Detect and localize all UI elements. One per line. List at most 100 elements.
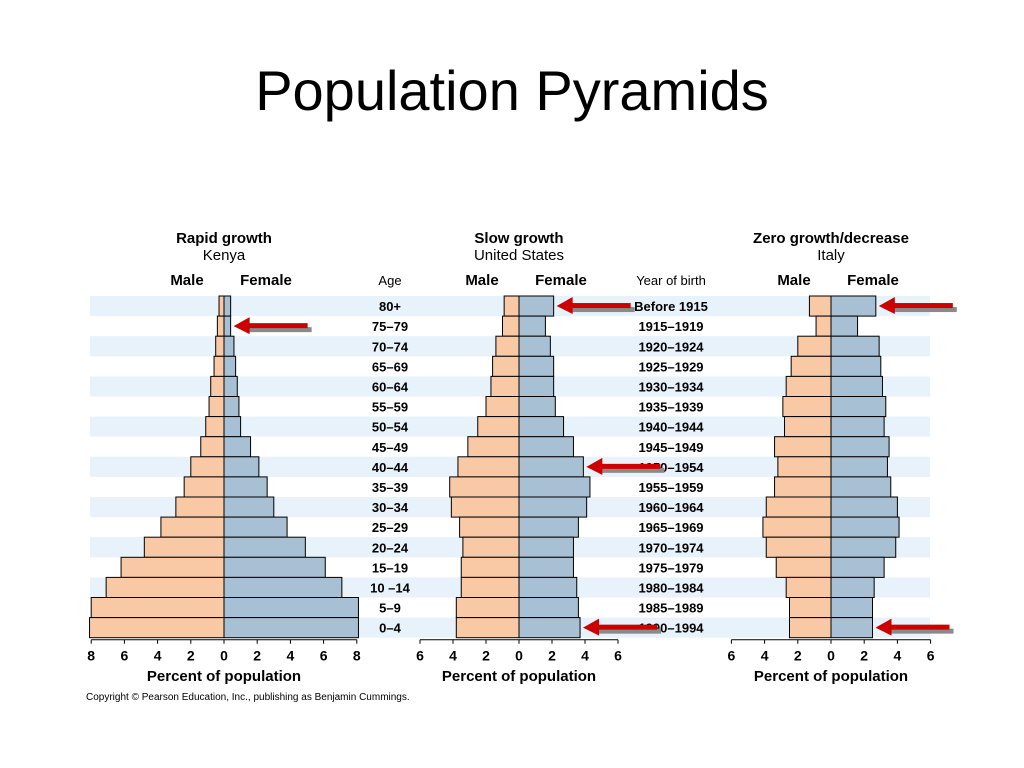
female-bar-italy xyxy=(830,396,887,418)
female-bar-italy xyxy=(830,536,897,558)
female-header: Female xyxy=(847,272,899,289)
female-bar-kenya xyxy=(223,516,288,538)
age-header: Age xyxy=(378,273,401,288)
x-tick-label: 4 xyxy=(761,648,769,664)
male-bar-us xyxy=(485,396,520,418)
male-bar-us xyxy=(462,536,520,558)
male-bar-italy xyxy=(777,456,832,478)
male-bar-italy xyxy=(765,496,832,518)
age-label: 50–54 xyxy=(372,420,409,435)
year-of-birth-label: 1960–1964 xyxy=(638,500,704,515)
arrow-head xyxy=(233,317,250,335)
female-bar-kenya xyxy=(223,295,232,317)
male-bar-us xyxy=(490,375,520,397)
red-arrow xyxy=(878,297,957,315)
x-tick-label: 2 xyxy=(548,648,556,664)
pyramid-subtitle: Italy xyxy=(817,247,845,264)
x-tick-label: 0 xyxy=(220,648,228,664)
copyright-notice: Copyright © Pearson Education, Inc., pub… xyxy=(86,692,410,703)
female-bar-us xyxy=(518,556,574,578)
female-bar-italy xyxy=(830,556,885,578)
female-bar-italy xyxy=(830,597,873,619)
x-tick-label: 6 xyxy=(320,648,328,664)
female-bar-kenya xyxy=(223,416,242,438)
female-bar-italy xyxy=(830,436,890,458)
red-arrow xyxy=(875,618,954,636)
x-axis-label: Percent of population xyxy=(147,668,301,685)
age-label: 75–79 xyxy=(372,319,408,334)
male-bar-us xyxy=(477,416,520,438)
male-bar-kenya xyxy=(105,576,225,599)
x-tick-label: 6 xyxy=(121,648,129,664)
male-bar-italy xyxy=(790,355,832,377)
x-tick-label: 8 xyxy=(353,648,361,664)
arrow-shaft xyxy=(595,624,658,630)
x-tick-label: 4 xyxy=(581,648,589,664)
male-bar-italy xyxy=(785,375,832,397)
male-bar-us xyxy=(467,436,520,458)
male-header: Male xyxy=(465,272,498,289)
arrow-head xyxy=(583,618,600,636)
female-bar-us xyxy=(518,416,565,438)
female-bar-italy xyxy=(830,496,898,518)
year-of-birth-label: 1920–1924 xyxy=(638,339,704,354)
age-label: 65–69 xyxy=(372,359,408,374)
year-of-birth-label: 1955–1959 xyxy=(638,480,703,495)
female-bar-us xyxy=(518,355,555,377)
red-arrow xyxy=(233,317,312,335)
age-label: 35–39 xyxy=(372,480,408,495)
age-label: 60–64 xyxy=(372,379,409,394)
arrow-shaft xyxy=(245,323,308,329)
pyramid-subtitle: Kenya xyxy=(203,247,246,264)
red-arrow xyxy=(586,457,665,475)
slide-title: Population Pyramids xyxy=(255,59,769,122)
male-bar-italy xyxy=(784,416,832,438)
age-label: 20–24 xyxy=(372,540,409,555)
female-bar-us xyxy=(518,315,546,337)
age-label: 30–34 xyxy=(372,500,409,515)
year-of-birth-label: 1925–1929 xyxy=(638,359,703,374)
age-label: 10 –14 xyxy=(370,580,411,595)
age-label: 5–9 xyxy=(379,601,401,616)
age-label: 15–19 xyxy=(372,560,408,575)
male-bar-italy xyxy=(785,576,832,599)
female-bar-kenya xyxy=(223,396,240,418)
arrow-shadow xyxy=(247,327,312,333)
arrow-shaft xyxy=(887,624,950,630)
female-bar-us xyxy=(518,295,555,317)
female-bar-us xyxy=(518,335,551,357)
female-bar-italy xyxy=(830,315,859,337)
year-of-birth-label: 1940–1944 xyxy=(638,420,704,435)
year-of-birth-label: 1975–1979 xyxy=(638,560,703,575)
male-bar-kenya xyxy=(218,295,225,317)
year-of-birth-label: 1970–1974 xyxy=(638,540,704,555)
female-header: Female xyxy=(240,272,292,289)
male-bar-kenya xyxy=(175,496,225,518)
female-bar-italy xyxy=(830,456,888,478)
female-bar-italy xyxy=(830,295,877,317)
male-bar-kenya xyxy=(213,355,225,377)
female-bar-us xyxy=(518,576,578,599)
female-bar-us xyxy=(518,536,574,558)
female-bar-kenya xyxy=(223,436,252,458)
male-bar-italy xyxy=(774,436,832,458)
arrow-shadow xyxy=(600,467,665,473)
year-of-birth-header: Year of birth xyxy=(636,273,706,288)
male-bar-us xyxy=(455,617,520,639)
male-bar-kenya xyxy=(89,617,225,639)
x-tick-label: 4 xyxy=(154,648,162,664)
year-of-birth-label: Before 1915 xyxy=(634,299,708,314)
age-label: 70–74 xyxy=(372,339,409,354)
year-of-birth-label: 1965–1969 xyxy=(638,520,703,535)
year-of-birth-label: 1915–1919 xyxy=(638,319,703,334)
male-bar-kenya xyxy=(200,436,225,458)
female-bar-italy xyxy=(830,416,885,438)
female-bar-kenya xyxy=(223,536,306,558)
female-bar-us xyxy=(518,516,579,538)
female-bar-us xyxy=(518,597,579,619)
male-bar-italy xyxy=(815,315,832,337)
x-tick-label: 0 xyxy=(515,648,523,664)
